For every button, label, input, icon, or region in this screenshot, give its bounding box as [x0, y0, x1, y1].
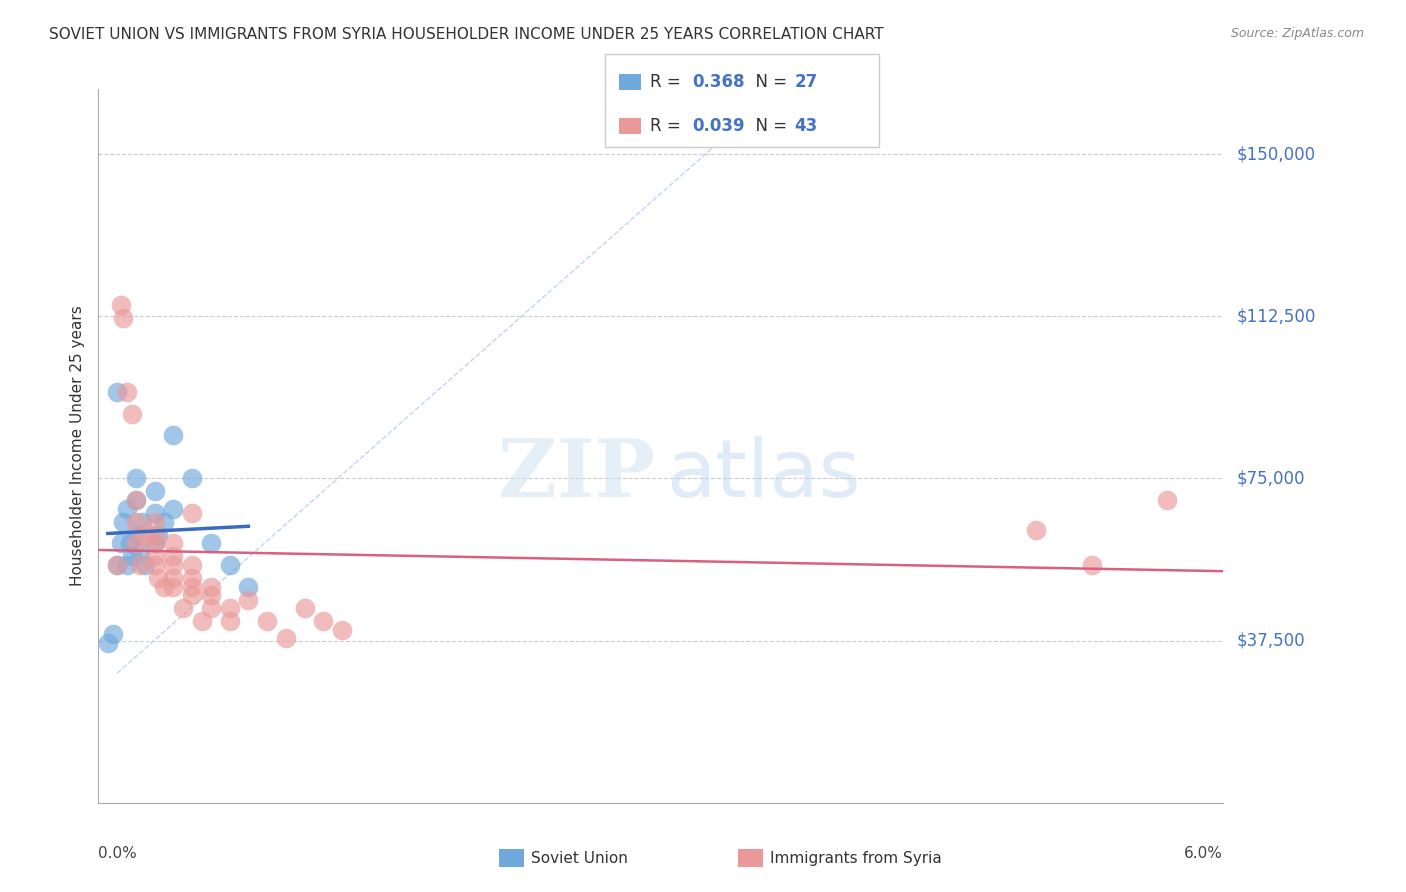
Point — [128, 545, 150, 559]
Point — [162, 558, 184, 572]
Point — [125, 493, 148, 508]
Point — [181, 571, 204, 585]
Point — [111, 311, 134, 326]
Point — [143, 506, 166, 520]
Point — [200, 536, 222, 550]
Point — [162, 501, 184, 516]
Point — [148, 527, 170, 541]
Text: Soviet Union: Soviet Union — [531, 851, 628, 865]
Point — [162, 428, 184, 442]
Text: 43: 43 — [794, 117, 818, 135]
Point — [312, 614, 335, 628]
Text: R =: R = — [650, 117, 686, 135]
Text: SOVIET UNION VS IMMIGRANTS FROM SYRIA HOUSEHOLDER INCOME UNDER 25 YEARS CORRELAT: SOVIET UNION VS IMMIGRANTS FROM SYRIA HO… — [49, 27, 884, 42]
Point — [143, 549, 166, 564]
Point — [190, 614, 212, 628]
Point — [115, 384, 138, 399]
Point — [110, 536, 132, 550]
Point — [125, 515, 148, 529]
Point — [294, 601, 316, 615]
Point — [162, 549, 184, 564]
Point — [111, 515, 134, 529]
Point — [131, 515, 153, 529]
Point — [148, 571, 170, 585]
Point — [143, 536, 166, 550]
Point — [181, 471, 204, 485]
Point — [121, 549, 143, 564]
Point — [200, 601, 222, 615]
Point — [181, 588, 204, 602]
Point — [125, 471, 148, 485]
Point — [162, 580, 184, 594]
Point — [238, 580, 260, 594]
Point — [143, 484, 166, 499]
Point — [128, 558, 150, 572]
Text: $75,000: $75,000 — [1237, 469, 1306, 487]
Text: 27: 27 — [794, 73, 818, 91]
Text: ZIP: ZIP — [498, 435, 655, 514]
Point — [218, 614, 240, 628]
Point — [1081, 558, 1104, 572]
Text: 0.368: 0.368 — [692, 73, 744, 91]
Point — [143, 536, 166, 550]
Point — [153, 515, 176, 529]
Point — [172, 601, 194, 615]
Point — [1156, 493, 1178, 508]
Point — [115, 501, 138, 516]
Text: N =: N = — [745, 117, 793, 135]
Point — [105, 558, 128, 572]
Text: Immigrants from Syria: Immigrants from Syria — [770, 851, 942, 865]
Point — [103, 627, 125, 641]
Text: $150,000: $150,000 — [1237, 145, 1316, 163]
Point — [105, 558, 128, 572]
Point — [200, 588, 222, 602]
Point — [162, 571, 184, 585]
Point — [115, 558, 138, 572]
Point — [143, 515, 166, 529]
Y-axis label: Householder Income Under 25 years: Householder Income Under 25 years — [69, 306, 84, 586]
Point — [1025, 524, 1047, 538]
Point — [162, 536, 184, 550]
Point — [181, 558, 204, 572]
Text: $37,500: $37,500 — [1237, 632, 1306, 649]
Text: Source: ZipAtlas.com: Source: ZipAtlas.com — [1230, 27, 1364, 40]
Point — [134, 558, 156, 572]
Point — [121, 407, 143, 421]
Point — [218, 558, 240, 572]
Point — [134, 527, 156, 541]
Point — [200, 580, 222, 594]
Text: 6.0%: 6.0% — [1184, 846, 1223, 861]
Text: $112,500: $112,500 — [1237, 307, 1316, 326]
Point — [218, 601, 240, 615]
Text: 0.039: 0.039 — [692, 117, 744, 135]
Point — [330, 623, 353, 637]
Point — [110, 298, 132, 312]
Text: 0.0%: 0.0% — [98, 846, 138, 861]
Text: atlas: atlas — [666, 435, 860, 514]
Point — [181, 506, 204, 520]
Text: R =: R = — [650, 73, 686, 91]
Point — [97, 636, 120, 650]
Point — [125, 493, 148, 508]
Point — [143, 527, 166, 541]
Point — [238, 592, 260, 607]
Point — [120, 536, 142, 550]
Point — [125, 527, 148, 541]
Point — [105, 384, 128, 399]
Point — [274, 632, 297, 646]
Point — [153, 580, 176, 594]
Point — [256, 614, 278, 628]
Point — [125, 536, 148, 550]
Point — [143, 558, 166, 572]
Text: N =: N = — [745, 73, 793, 91]
Point — [181, 580, 204, 594]
